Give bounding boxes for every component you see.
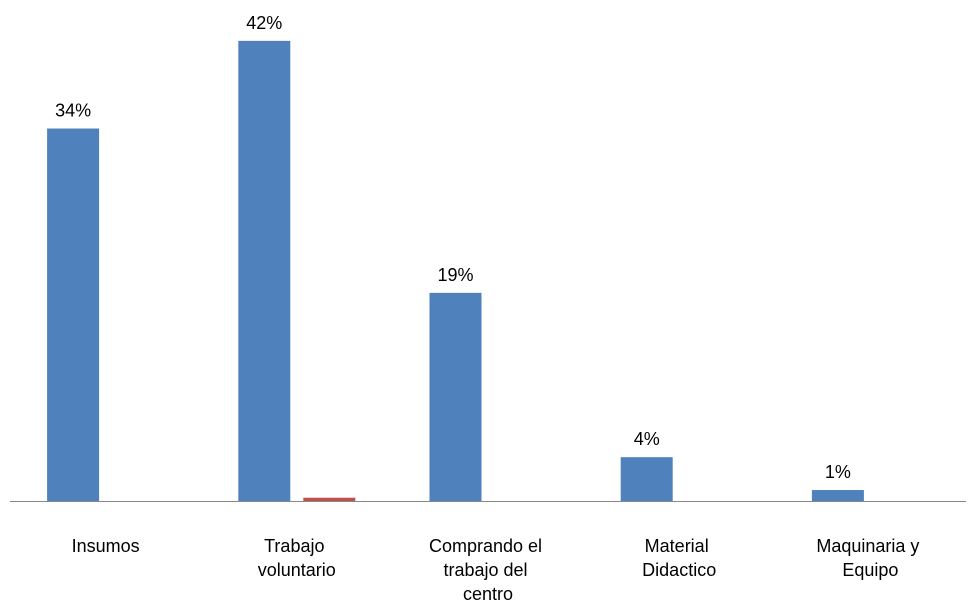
data-label: 42%: [246, 13, 282, 33]
x-tick-label: Maquinaria y Equipo: [816, 536, 924, 580]
data-label: 1%: [825, 462, 851, 482]
bar: [620, 457, 673, 501]
x-tick-label: Trabajo voluntario: [258, 536, 336, 580]
bar: [811, 490, 864, 501]
bar: [303, 497, 356, 501]
x-tick-label: Insumos: [72, 536, 140, 556]
x-tick-label: Comprando el trabajo del centro: [429, 536, 547, 604]
data-label: 34%: [55, 101, 91, 121]
bar: [238, 40, 291, 501]
bar: [429, 292, 482, 501]
bar: [47, 128, 100, 501]
x-tick-label: Material Didactico: [642, 536, 716, 580]
data-label: 19%: [437, 265, 473, 285]
data-label: 4%: [634, 429, 660, 449]
